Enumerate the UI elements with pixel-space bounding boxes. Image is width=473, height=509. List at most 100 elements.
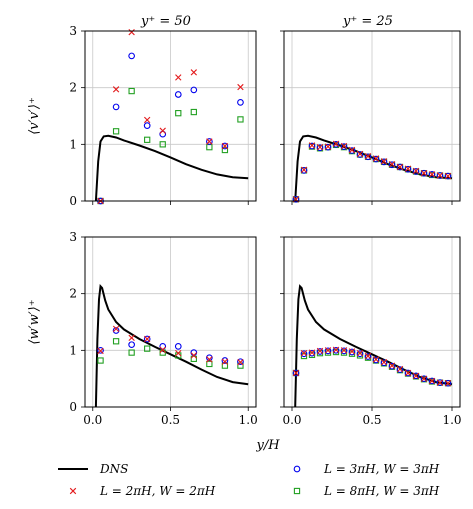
point-case_3pi bbox=[112, 103, 120, 111]
panels: 0 1 2 3 0.0 0.5 1.0 0 1 2 3 0.0 0.5 1.0 bbox=[69, 24, 461, 427]
ylabel-top: ⟨v′v′⟩⁺ bbox=[27, 97, 42, 135]
point-case_2pi bbox=[237, 83, 244, 91]
point-case_2pi bbox=[143, 335, 151, 343]
point-case_3pi bbox=[221, 357, 229, 364]
point-case_2pi bbox=[428, 377, 436, 385]
point-case_2pi bbox=[316, 143, 324, 151]
point-case_2pi bbox=[396, 163, 404, 171]
point-case_3pi bbox=[324, 143, 332, 151]
point-case_2pi bbox=[206, 138, 213, 145]
point-case_2pi bbox=[308, 142, 316, 149]
y-tick-label: 2 bbox=[69, 287, 77, 301]
point-case_2pi bbox=[159, 127, 166, 134]
x-tick-label: 1.0 bbox=[442, 413, 461, 427]
legend-marker bbox=[293, 487, 301, 495]
point-case_2pi bbox=[324, 347, 332, 354]
point-case_8pi bbox=[144, 345, 151, 352]
point-case_2pi bbox=[420, 375, 428, 382]
point-case_3pi bbox=[237, 99, 244, 106]
panel-top-left: 0 1 2 3 bbox=[69, 24, 257, 208]
point-case_2pi bbox=[340, 347, 348, 354]
legend-item-case_2pi: L = 2πH, W = 2πH bbox=[69, 484, 216, 498]
x-tick-label: 0.5 bbox=[362, 413, 381, 427]
point-case_2pi bbox=[316, 347, 324, 355]
point-case_3pi bbox=[143, 335, 151, 343]
legend-label: DNS bbox=[99, 462, 128, 476]
point-case_2pi bbox=[396, 365, 404, 373]
point-case_2pi bbox=[237, 359, 244, 366]
point-case_8pi bbox=[190, 355, 197, 362]
point-case_2pi bbox=[175, 74, 182, 81]
point-case_2pi bbox=[364, 352, 372, 360]
point-case_3pi bbox=[348, 147, 356, 154]
point-case_2pi bbox=[128, 28, 135, 36]
point-case_2pi bbox=[420, 170, 428, 177]
point-case_3pi bbox=[348, 348, 356, 356]
panel-bottom-right: 0.0 0.5 1.0 bbox=[280, 236, 462, 427]
point-case_3pi bbox=[332, 346, 340, 354]
legend-item-case_3pi: L = 3πH, W = 3πH bbox=[293, 462, 440, 476]
point-case_3pi bbox=[97, 346, 104, 354]
point-case_8pi bbox=[206, 144, 213, 151]
point-case_2pi bbox=[372, 356, 380, 363]
x-tick-label: 0.0 bbox=[282, 413, 301, 427]
point-case_2pi bbox=[190, 352, 198, 359]
legend-label: L = 2πH, W = 2πH bbox=[99, 484, 216, 498]
point-case_3pi bbox=[128, 52, 135, 60]
plot-frame bbox=[283, 30, 461, 202]
point-case_2pi bbox=[143, 116, 151, 124]
point-case_8pi bbox=[237, 116, 244, 123]
point-case_8pi bbox=[237, 362, 244, 369]
point-case_2pi bbox=[175, 349, 182, 357]
point-case_2pi bbox=[380, 359, 388, 366]
point-case_3pi bbox=[436, 172, 444, 179]
y-tick-label: 0 bbox=[69, 194, 77, 208]
panel-top-right bbox=[280, 30, 461, 205]
point-case_3pi bbox=[388, 161, 396, 169]
point-case_2pi bbox=[444, 380, 452, 387]
point-case_3pi bbox=[356, 151, 364, 158]
point-case_2pi bbox=[221, 142, 229, 150]
point-case_8pi bbox=[97, 357, 104, 364]
point-case_2pi bbox=[404, 369, 412, 377]
point-case_3pi bbox=[380, 359, 388, 367]
point-case_3pi bbox=[444, 172, 452, 180]
point-case_8pi bbox=[144, 136, 151, 143]
y-tick-label: 1 bbox=[69, 343, 77, 357]
col-title-left: y⁺ = 50 bbox=[140, 14, 191, 29]
point-case_8pi bbox=[221, 146, 229, 154]
point-case_3pi bbox=[412, 168, 420, 175]
plot-frame bbox=[84, 30, 257, 202]
point-case_2pi bbox=[308, 349, 316, 356]
y-tick-label: 2 bbox=[69, 81, 77, 95]
point-case_2pi bbox=[404, 165, 412, 172]
legend-label: L = 3πH, W = 3πH bbox=[323, 462, 440, 476]
point-case_2pi bbox=[300, 166, 308, 174]
point-case_2pi bbox=[444, 172, 452, 180]
col-title-right: y⁺ = 25 bbox=[342, 14, 393, 29]
series-dns-line bbox=[94, 134, 249, 202]
point-case_2pi bbox=[388, 160, 396, 168]
point-case_3pi bbox=[420, 375, 428, 383]
legend-item-case_8pi: L = 8πH, W = 3πH bbox=[293, 484, 440, 498]
point-case_3pi bbox=[190, 86, 198, 94]
point-case_3pi bbox=[324, 347, 332, 355]
point-case_8pi bbox=[128, 87, 135, 95]
series-dns-line bbox=[294, 284, 453, 408]
point-case_3pi bbox=[412, 372, 420, 380]
point-case_2pi bbox=[436, 379, 444, 386]
point-case_2pi bbox=[128, 334, 135, 342]
point-case_2pi bbox=[300, 349, 308, 357]
point-case_3pi bbox=[404, 165, 412, 173]
point-case_3pi bbox=[356, 350, 364, 358]
point-case_3pi bbox=[388, 362, 396, 370]
series-dns-line bbox=[94, 284, 249, 408]
x-tick-label: 0.0 bbox=[83, 413, 102, 427]
point-case_3pi bbox=[308, 349, 316, 357]
point-case_2pi bbox=[436, 172, 444, 179]
point-case_8pi bbox=[190, 108, 197, 116]
point-case_3pi bbox=[380, 158, 388, 166]
point-case_2pi bbox=[112, 325, 120, 332]
point-case_2pi bbox=[356, 150, 364, 158]
point-case_2pi bbox=[372, 155, 380, 162]
